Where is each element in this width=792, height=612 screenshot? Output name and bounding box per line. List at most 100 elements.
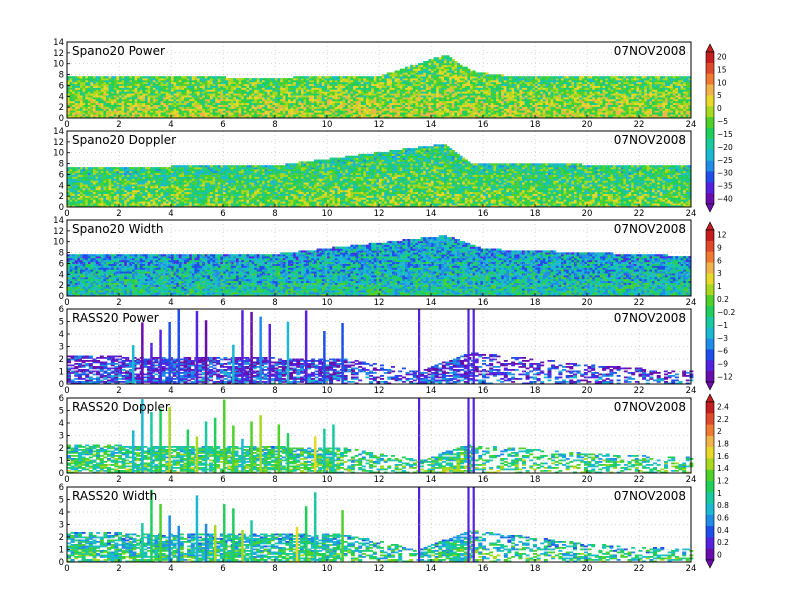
heat-cell	[270, 99, 273, 101]
heat-cell	[405, 114, 408, 116]
heat-cell	[132, 105, 135, 107]
heat-cell	[244, 110, 247, 112]
heat-cell	[587, 90, 590, 92]
heat-cell	[262, 110, 265, 112]
heat-cell	[332, 101, 335, 103]
heat-cell	[161, 80, 164, 82]
heat-cell	[392, 72, 395, 74]
heat-cell	[413, 97, 416, 99]
heat-cell	[135, 76, 138, 78]
heat-cell	[233, 93, 236, 95]
heat-cell	[319, 82, 322, 84]
heat-cell	[590, 78, 593, 80]
heat-cell	[202, 105, 205, 107]
heat-cell	[80, 110, 83, 112]
heat-cell	[558, 112, 561, 114]
heat-cell	[135, 80, 138, 82]
heat-cell	[436, 114, 439, 116]
heat-cell	[540, 91, 543, 93]
heat-cell	[335, 112, 338, 114]
heat-cell	[148, 82, 151, 84]
heat-cell	[296, 109, 299, 111]
heat-cell	[564, 90, 567, 92]
heat-cell	[439, 71, 442, 73]
heat-cell	[423, 61, 426, 63]
heat-cell	[252, 109, 255, 111]
heat-cell	[519, 80, 522, 82]
heat-cell	[77, 97, 80, 99]
heat-cell	[90, 110, 93, 112]
heat-cell	[132, 112, 135, 114]
heat-cell	[293, 97, 296, 99]
heat-cell	[109, 109, 112, 111]
heat-cell	[423, 80, 426, 82]
heat-cell	[361, 82, 364, 84]
heat-cell	[574, 80, 577, 82]
heat-cell	[228, 105, 231, 107]
heat-cell	[491, 86, 494, 88]
heat-cell	[194, 91, 197, 93]
heat-cell	[163, 86, 166, 88]
heat-cell	[335, 101, 338, 103]
heat-cell	[400, 105, 403, 107]
heat-cell	[340, 91, 343, 93]
heat-cell	[462, 82, 465, 84]
heat-cell	[189, 105, 192, 107]
heat-cell	[301, 101, 304, 103]
heat-cell	[114, 114, 117, 116]
heat-cell	[335, 97, 338, 99]
heat-cell	[80, 80, 83, 82]
heat-cell	[449, 76, 452, 78]
heat-cell	[525, 105, 528, 107]
heat-cell	[423, 97, 426, 99]
heat-cell	[88, 82, 91, 84]
heat-cell	[389, 101, 392, 103]
heat-cell	[228, 114, 231, 116]
heat-cell	[226, 101, 229, 103]
heat-cell	[205, 114, 208, 116]
heat-cell	[460, 76, 463, 78]
heat-cell	[155, 99, 158, 101]
heat-cell	[356, 95, 359, 97]
heat-cell	[80, 109, 83, 111]
heat-cell	[590, 99, 593, 101]
heat-cell	[114, 99, 117, 101]
heat-cell	[215, 93, 218, 95]
heat-cell	[340, 84, 343, 86]
heat-cell	[270, 80, 273, 82]
heat-cell	[358, 78, 361, 80]
heat-cell	[460, 74, 463, 76]
heat-cell	[90, 114, 93, 116]
heat-cell	[527, 110, 530, 112]
heat-cell	[395, 110, 398, 112]
heat-cell	[415, 90, 418, 92]
heat-cell	[454, 61, 457, 63]
heat-cell	[96, 80, 99, 82]
heat-cell	[564, 110, 567, 112]
heat-cell	[449, 105, 452, 107]
heat-cell	[395, 97, 398, 99]
heat-cell	[421, 65, 424, 67]
heat-cell	[553, 101, 556, 103]
heat-cell	[621, 105, 624, 107]
heat-cell	[249, 78, 252, 80]
heat-cell	[132, 76, 135, 78]
heat-cell	[332, 109, 335, 111]
heat-cell	[470, 97, 473, 99]
heat-cell	[127, 99, 130, 101]
heat-cell	[98, 93, 101, 95]
heat-cell	[561, 93, 564, 95]
heat-cell	[142, 112, 145, 114]
heat-cell	[210, 103, 213, 105]
heat-cell	[431, 90, 434, 92]
heat-cell	[210, 90, 213, 92]
heat-cell	[408, 107, 411, 109]
heat-cell	[389, 76, 392, 78]
heat-cell	[535, 105, 538, 107]
heat-cell	[140, 103, 143, 105]
heat-cell	[603, 91, 606, 93]
heat-cell	[441, 91, 444, 93]
heat-cell	[223, 112, 226, 114]
heat-cell	[215, 82, 218, 84]
heat-cell	[252, 95, 255, 97]
